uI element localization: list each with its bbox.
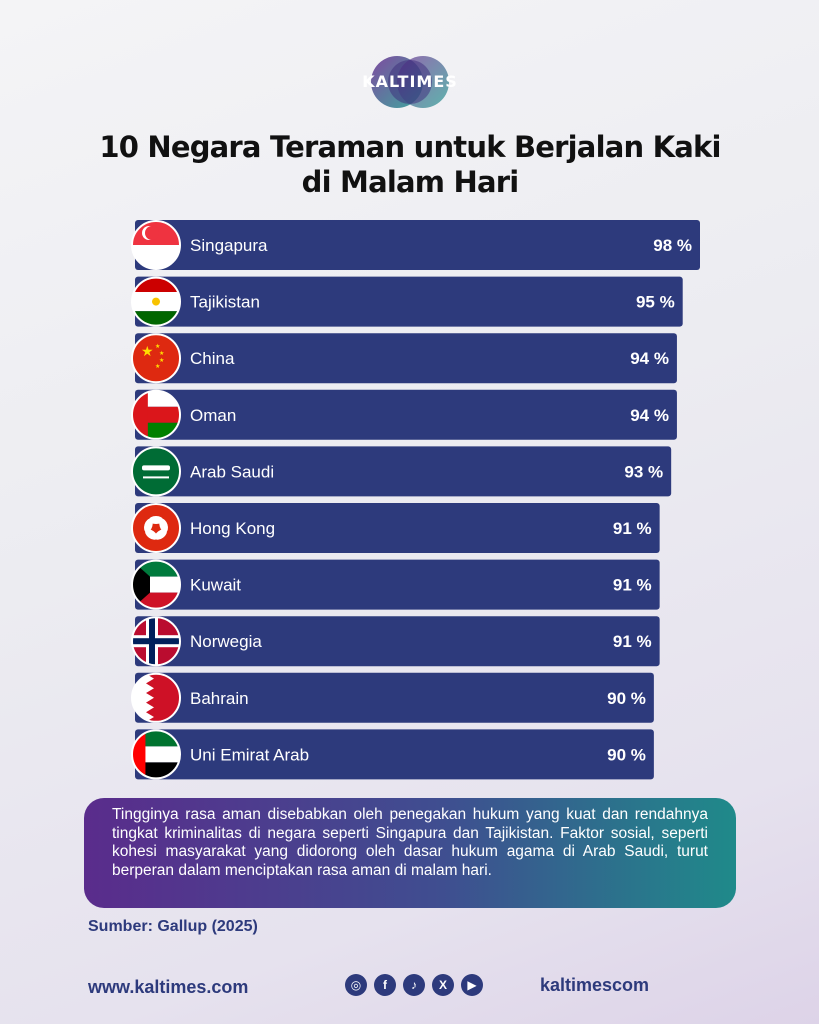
- bar-row: Uni Emirat Arab 90 %: [131, 729, 654, 780]
- category-label: Uni Emirat Arab: [190, 745, 309, 764]
- uae-flag: [131, 729, 181, 780]
- category-label: Singapura: [190, 236, 268, 255]
- oman-flag: [131, 389, 181, 440]
- value-label: 91 %: [613, 576, 652, 595]
- value-label: 95 %: [636, 293, 675, 312]
- bahrain-flag: [131, 672, 181, 723]
- bar: [135, 276, 683, 327]
- category-label: Hong Kong: [190, 519, 275, 538]
- bar-row: Norwegia 91 %: [131, 616, 660, 667]
- instagram-icon[interactable]: ◎: [345, 974, 367, 996]
- bar: [135, 729, 654, 780]
- value-label: 94 %: [630, 349, 669, 368]
- social-handle[interactable]: kaltimescom: [540, 975, 650, 995]
- value-label: 91 %: [613, 519, 652, 538]
- saudi-arabia-flag: [131, 446, 181, 497]
- svg-text:★: ★: [159, 350, 164, 357]
- bar-row: Hong Kong 91 %: [131, 503, 660, 553]
- bar-row: Tajikistan 95 %: [131, 276, 683, 327]
- bar: [135, 389, 677, 440]
- singapore-flag: [131, 220, 181, 270]
- value-label: 98 %: [653, 236, 692, 255]
- tiktok-icon[interactable]: ♪: [403, 974, 425, 996]
- chart-title: 10 Negara Teraman untuk Berjalan Kaki di…: [60, 130, 760, 200]
- svg-text:★: ★: [155, 343, 160, 350]
- source-label: Sumber: Gallup (2025): [88, 918, 258, 935]
- title-line-2: di Malam Hari: [301, 165, 520, 199]
- category-label: China: [190, 349, 235, 368]
- description-box: Tingginya rasa aman disebabkan oleh pene…: [84, 798, 736, 908]
- title-line-1: 10 Negara Teraman untuk Berjalan Kaki: [99, 130, 721, 164]
- hong-kong-flag: [131, 503, 181, 553]
- value-label: 91 %: [613, 632, 652, 651]
- bar-row: Bahrain 90 %: [131, 672, 654, 723]
- facebook-icon[interactable]: f: [374, 974, 396, 996]
- svg-text:★: ★: [155, 363, 160, 370]
- bar: [135, 672, 654, 723]
- kaltimes-logo: KALTIMES: [345, 52, 475, 112]
- value-label: 90 %: [607, 689, 646, 708]
- category-label: Norwegia: [190, 632, 262, 651]
- tajikistan-flag: [131, 276, 181, 327]
- logo-emblem-icon: [371, 56, 449, 108]
- category-label: Kuwait: [190, 576, 241, 595]
- website-link[interactable]: www.kaltimes.com: [88, 977, 249, 997]
- norway-flag: [131, 616, 181, 667]
- bar-chart: Singapura 98 %Tajikistan 95 %★ ★★★★ China 94 …: [131, 220, 700, 780]
- brand-name: KALTIMES: [362, 72, 458, 91]
- bar: [135, 333, 677, 384]
- china-flag: ★ ★★★★: [131, 333, 181, 384]
- bar: [135, 503, 660, 553]
- youtube-icon[interactable]: ▶: [461, 974, 483, 996]
- bar: [135, 446, 672, 497]
- bar-row: Oman 94 %: [131, 389, 677, 440]
- bar-row: Arab Saudi 93 %: [131, 446, 672, 497]
- svg-text:★: ★: [159, 357, 164, 364]
- bar-row: Singapura 98 %: [131, 220, 700, 270]
- x-icon[interactable]: X: [432, 974, 454, 996]
- bar: [135, 220, 700, 270]
- value-label: 90 %: [607, 745, 646, 764]
- value-label: 93 %: [624, 462, 663, 481]
- value-label: 94 %: [630, 406, 669, 425]
- category-label: Oman: [190, 406, 236, 425]
- category-label: Tajikistan: [190, 293, 260, 312]
- svg-text:★: ★: [141, 344, 154, 360]
- bar-row: Kuwait 91 %: [131, 559, 660, 610]
- bar-row: ★ ★★★★ China 94 %: [131, 333, 677, 384]
- category-label: Bahrain: [190, 689, 249, 708]
- bar: [135, 616, 660, 667]
- kuwait-flag: [131, 559, 181, 610]
- bar: [135, 559, 660, 610]
- category-label: Arab Saudi: [190, 462, 274, 481]
